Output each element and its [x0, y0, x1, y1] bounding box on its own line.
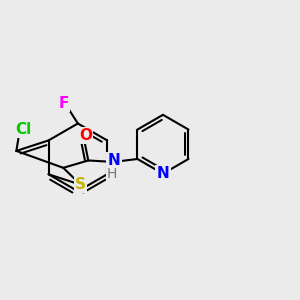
- Text: H: H: [107, 167, 117, 181]
- Text: Cl: Cl: [16, 122, 32, 137]
- Text: O: O: [79, 128, 92, 143]
- Text: F: F: [59, 96, 69, 111]
- Text: N: N: [157, 166, 169, 181]
- Text: S: S: [75, 177, 86, 192]
- Text: N: N: [107, 153, 120, 168]
